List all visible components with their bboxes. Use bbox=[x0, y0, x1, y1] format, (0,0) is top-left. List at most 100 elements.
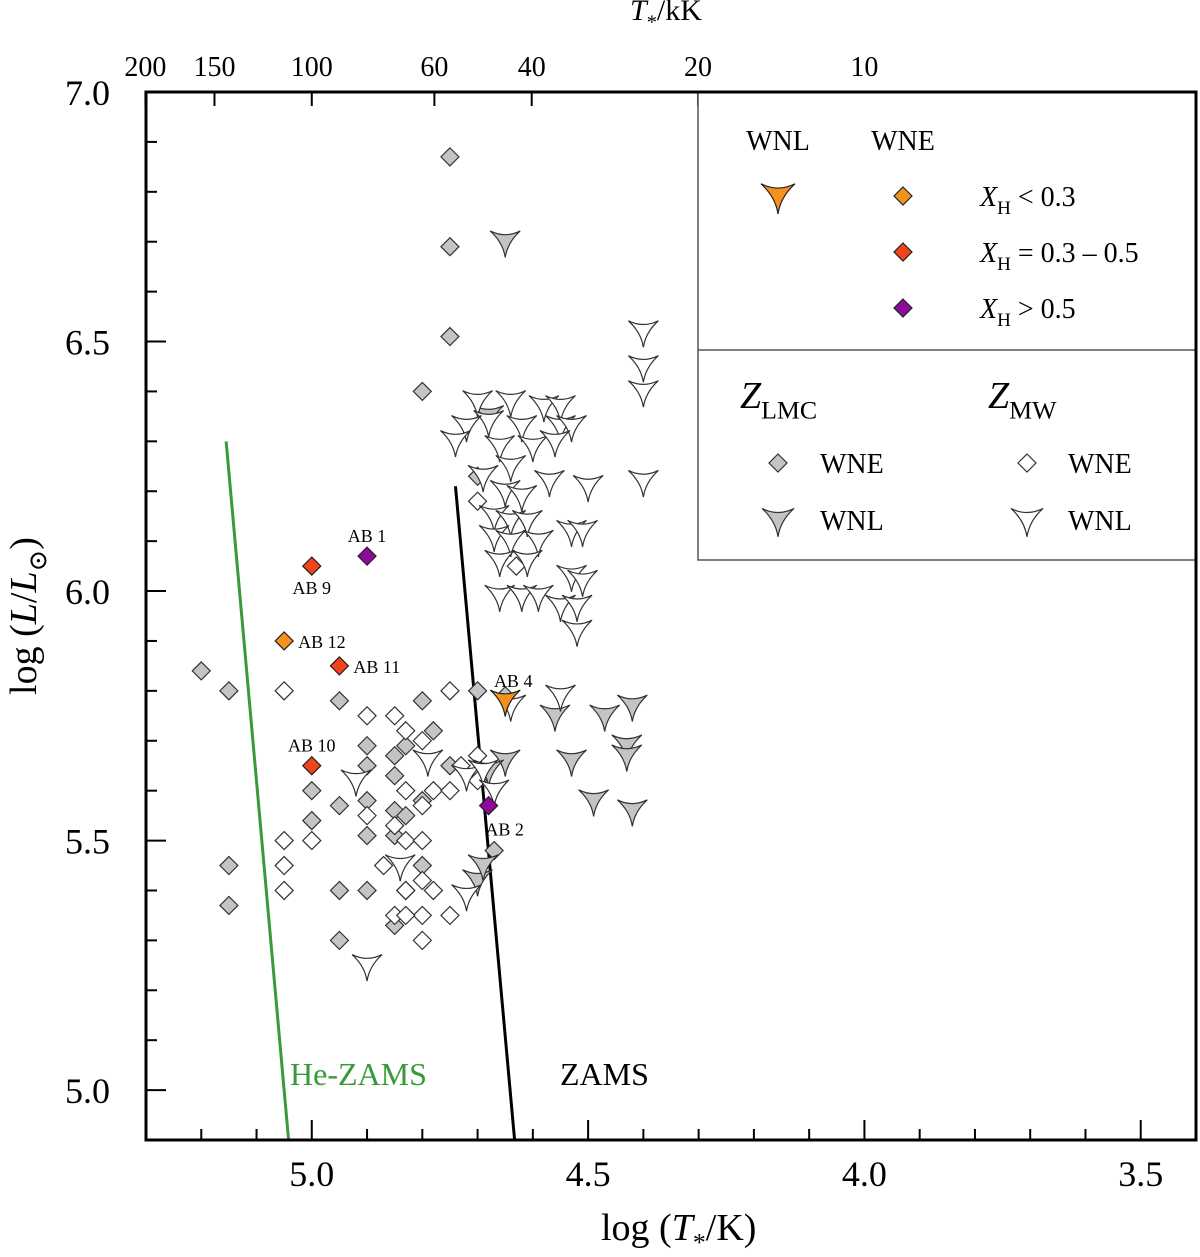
wnl-star-marker bbox=[556, 415, 587, 443]
wne-diamond-marker bbox=[357, 880, 377, 901]
minor-ticks bbox=[144, 91, 1197, 1141]
highlight-label: AB 9 bbox=[293, 578, 332, 598]
wne-diamond-marker bbox=[412, 795, 433, 816]
top-tick-label: 10 bbox=[850, 52, 878, 83]
wnl-star-marker bbox=[517, 434, 549, 463]
y-tick-label: 5.0 bbox=[65, 1071, 110, 1111]
wne-diamond-marker bbox=[467, 491, 488, 512]
he-zams-line bbox=[224, 441, 291, 1141]
plot-frame bbox=[144, 90, 1198, 1142]
legend-lmc-wne-label: WNE bbox=[820, 449, 884, 480]
wnl-star-marker bbox=[545, 684, 576, 712]
y-tick-label: 5.5 bbox=[65, 822, 110, 862]
wnl-star-marker bbox=[484, 549, 516, 577]
series-lmc-wne bbox=[191, 147, 516, 951]
wne-diamond-marker bbox=[440, 681, 460, 701]
wnl-star-marker bbox=[462, 390, 493, 418]
wnl-star-marker bbox=[495, 529, 527, 557]
highlight-label: AB 1 bbox=[348, 526, 387, 546]
wnl-star-marker bbox=[589, 704, 621, 732]
wnl-star-marker bbox=[545, 395, 576, 423]
wne-diamond-marker bbox=[440, 236, 460, 257]
series-mw-wnl bbox=[340, 320, 659, 982]
top-tick-label: 60 bbox=[420, 52, 448, 83]
wnl-star-marker bbox=[478, 504, 510, 533]
highlight-marker-ab4 bbox=[489, 689, 521, 717]
data-points bbox=[191, 147, 659, 982]
wne-diamond-marker bbox=[219, 895, 239, 916]
wne-diamond-marker bbox=[329, 795, 350, 816]
y-axis-title: log (L/L⊙) bbox=[3, 537, 53, 695]
x-tick-label: 4.0 bbox=[842, 1154, 887, 1194]
wnl-star-marker bbox=[511, 509, 543, 538]
wnl-star-marker bbox=[511, 549, 543, 577]
wnl-star-marker bbox=[627, 380, 659, 408]
wnl-star-marker bbox=[489, 230, 521, 258]
wne-diamond-marker bbox=[412, 870, 433, 891]
wnl-star-marker bbox=[412, 749, 444, 777]
wne-diamond-marker bbox=[357, 825, 377, 846]
wnl-star-marker bbox=[484, 584, 516, 612]
legend-mw-wnl-label: WNL bbox=[1068, 506, 1132, 537]
wnl-star-marker bbox=[451, 884, 482, 912]
wne-diamond-marker bbox=[384, 705, 405, 726]
wnl-star-marker bbox=[495, 390, 527, 418]
legend-xh-label: XH < 0.3 bbox=[979, 182, 1076, 219]
wnl-star-marker bbox=[467, 759, 499, 787]
wne-diamond-marker bbox=[395, 830, 416, 851]
wnl-star-marker bbox=[578, 789, 610, 817]
wne-diamond-marker bbox=[384, 815, 405, 836]
wne-diamond-marker bbox=[395, 735, 416, 756]
x-tick-label: 5.0 bbox=[289, 1154, 334, 1194]
wnl-star-marker bbox=[534, 469, 565, 498]
wne-diamond-marker bbox=[384, 745, 405, 766]
wne-diamond-marker bbox=[467, 681, 488, 701]
legend-lmc-wne-marker bbox=[768, 453, 788, 473]
wnl-star-marker bbox=[351, 953, 383, 982]
legend-mw-wne-marker bbox=[1017, 453, 1037, 473]
wne-diamond-marker bbox=[329, 880, 350, 901]
wne-diamond-marker bbox=[384, 765, 405, 786]
wne-diamond-marker bbox=[423, 720, 444, 741]
highlight-marker-ab2 bbox=[478, 795, 499, 816]
legend-wne-diamond bbox=[893, 298, 913, 318]
wne-diamond-marker bbox=[440, 147, 460, 167]
wnl-star-marker bbox=[384, 854, 416, 882]
x-tick-label: 3.5 bbox=[1118, 1154, 1163, 1194]
y-tick-label: 6.5 bbox=[65, 323, 110, 363]
wnl-star-marker bbox=[462, 869, 493, 897]
wne-diamond-marker bbox=[412, 830, 433, 851]
wnl-star-marker bbox=[451, 415, 482, 443]
wnl-star-marker bbox=[473, 410, 505, 438]
wnl-star-marker bbox=[627, 320, 659, 348]
wnl-star-marker bbox=[506, 484, 538, 513]
wnl-star-marker bbox=[478, 779, 510, 807]
wne-diamond-marker bbox=[301, 780, 322, 801]
wne-diamond-marker bbox=[440, 905, 460, 926]
series-mw-wne bbox=[274, 491, 527, 951]
wnl-star-marker bbox=[489, 479, 521, 508]
wnl-star-marker bbox=[567, 519, 598, 548]
wnl-star-marker bbox=[522, 529, 554, 557]
wnl-star-marker bbox=[484, 434, 516, 463]
wne-diamond-marker bbox=[423, 880, 444, 901]
wnl-star-marker bbox=[495, 454, 527, 483]
wnl-star-marker bbox=[340, 769, 372, 797]
top-axis-title: T*/kK bbox=[630, 0, 702, 33]
wnl-star-marker bbox=[522, 584, 554, 612]
legend-lmc-wnl-marker bbox=[761, 507, 795, 537]
wnl-star-marker bbox=[556, 749, 587, 777]
wnl-star-marker bbox=[539, 704, 571, 732]
wne-diamond-marker bbox=[301, 810, 322, 831]
highlight-label: AB 4 bbox=[494, 671, 533, 691]
legend-mw-wne-label: WNE bbox=[1068, 449, 1132, 480]
wnl-star-marker bbox=[561, 594, 593, 622]
wnl-star-marker bbox=[467, 464, 499, 493]
zams-label: ZAMS bbox=[560, 1056, 649, 1092]
legend-wnl-orange-star bbox=[760, 183, 796, 214]
top-tick-label: 100 bbox=[291, 52, 333, 83]
legend-wne-diamond bbox=[893, 242, 913, 262]
highlight-marker-ab9 bbox=[301, 556, 322, 576]
highlight-marker-ab1 bbox=[357, 546, 377, 566]
